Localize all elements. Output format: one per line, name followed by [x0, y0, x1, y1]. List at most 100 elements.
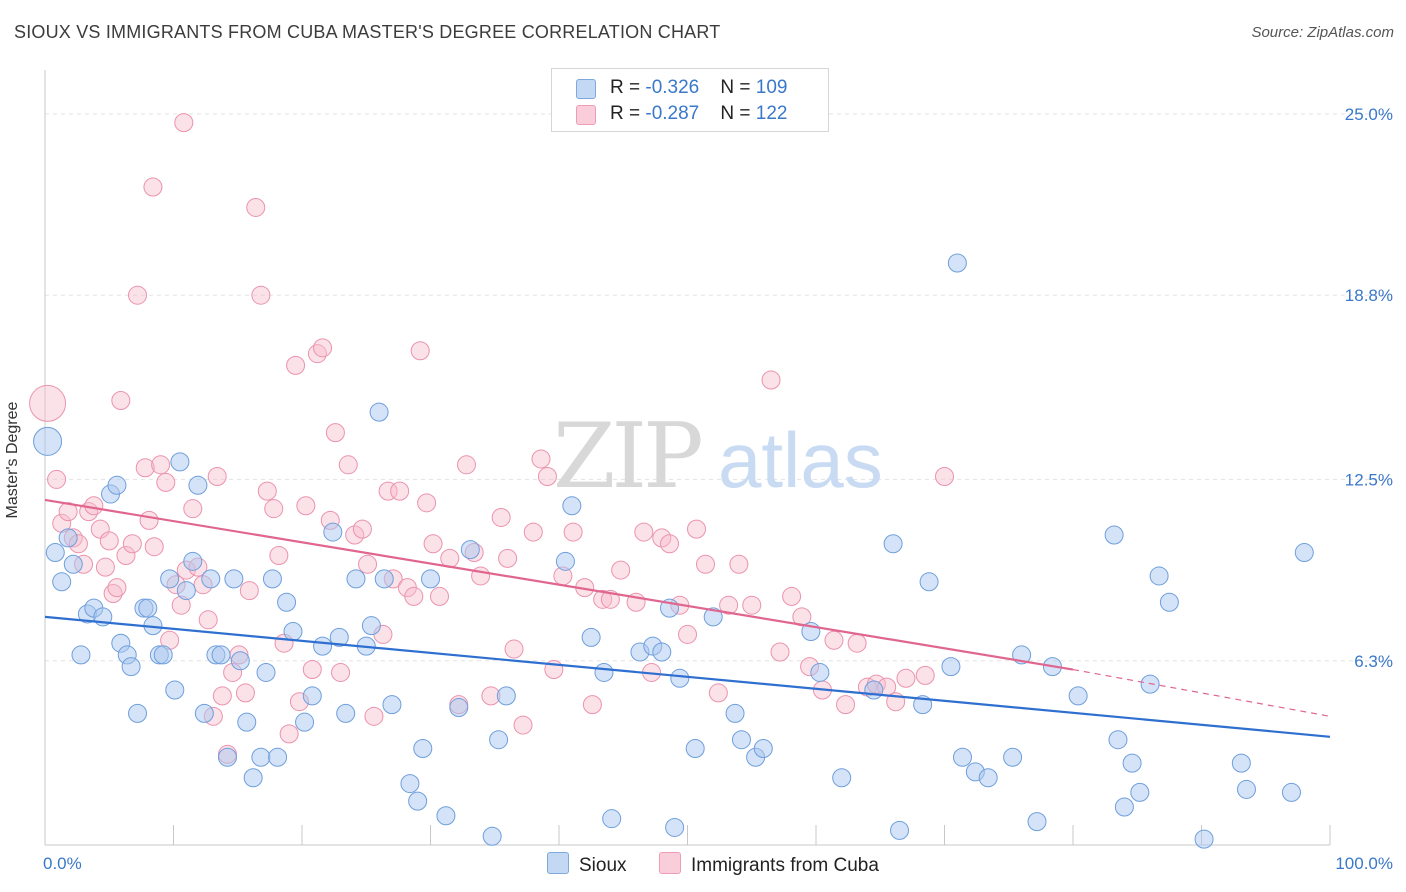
y-tick-label: 12.5%: [1345, 470, 1393, 489]
sioux-point: [336, 703, 356, 723]
sioux-point: [581, 627, 601, 647]
cuba-point: [634, 522, 654, 542]
watermark-zip: ZIP: [553, 404, 701, 509]
sioux-point: [224, 569, 244, 589]
sioux-point: [460, 540, 480, 560]
sioux-point: [685, 738, 705, 758]
sioux-point: [63, 554, 83, 574]
cuba-point: [423, 534, 443, 554]
sioux-point: [952, 747, 972, 767]
axes: [44, 70, 1331, 846]
sioux-point: [1231, 753, 1251, 773]
sioux-point: [670, 668, 690, 688]
cuba-point: [111, 390, 131, 410]
legend-r-value-cuba: -0.287: [645, 103, 700, 124]
cuba-point: [390, 481, 410, 501]
sioux-point: [731, 730, 751, 750]
cuba-point: [143, 177, 163, 197]
legend-r-label: R =: [610, 77, 646, 98]
sioux-point: [1236, 779, 1256, 799]
sioux-point: [256, 662, 276, 682]
sioux-point: [1194, 829, 1214, 849]
cuba-point: [729, 554, 749, 574]
sioux-point: [449, 698, 469, 718]
sioux-point: [1114, 797, 1134, 817]
sioux-point: [283, 622, 303, 642]
sioux-point: [413, 738, 433, 758]
bottom-legend-swatch-sioux: [547, 852, 569, 874]
cuba-point: [331, 662, 351, 682]
sioux-point: [1130, 782, 1150, 802]
series-sioux-points: [33, 253, 1314, 849]
cuba-point: [429, 586, 449, 606]
sioux-point: [138, 598, 158, 618]
sioux-point: [33, 426, 63, 456]
cuba-point: [456, 455, 476, 475]
sioux-point: [268, 747, 288, 767]
cuba-point: [358, 554, 378, 574]
sioux-point: [382, 695, 402, 715]
cuba-point: [695, 554, 715, 574]
sioux-point: [400, 774, 420, 794]
stats-legend: R = -0.326 N = 109 R = -0.287 N = 122: [551, 68, 829, 132]
cuba-point: [144, 537, 164, 557]
legend-n-label: N =: [720, 103, 756, 124]
cuba-point: [523, 522, 543, 542]
cuba-point: [246, 197, 266, 217]
y-tick-label: 25.0%: [1345, 105, 1393, 124]
cuba-point: [207, 467, 227, 487]
sioux-point: [230, 651, 250, 671]
y-tick-label: 18.8%: [1345, 286, 1393, 305]
sioux-point: [170, 452, 190, 472]
sioux-point: [652, 642, 672, 662]
sioux-point: [482, 826, 502, 846]
sioux-point: [1294, 543, 1314, 563]
x-tick-label-max: 100.0%: [1335, 854, 1393, 873]
sioux-point: [947, 253, 967, 273]
sioux-point: [1149, 566, 1169, 586]
sioux-point: [1068, 686, 1088, 706]
cuba-point: [95, 557, 115, 577]
sioux-point: [594, 662, 614, 682]
cuba-point: [761, 370, 781, 390]
cuba-point: [404, 586, 424, 606]
sioux-point: [941, 657, 961, 677]
sioux-point: [421, 569, 440, 589]
bottom-legend-cuba: Immigrants from Cuba: [659, 852, 879, 877]
cuba-point: [719, 595, 739, 615]
cuba-point: [352, 519, 372, 539]
legend-r-value-sioux: -0.326: [645, 77, 700, 98]
watermark-atlas: atlas: [718, 416, 883, 504]
cuba-point: [708, 683, 728, 703]
sioux-point: [496, 686, 516, 706]
sioux-point: [832, 768, 852, 788]
sioux-point: [58, 528, 78, 548]
sioux-point: [1108, 730, 1128, 750]
cuba-point: [915, 665, 935, 685]
sioux-point: [183, 551, 203, 571]
cuba-point: [345, 525, 365, 545]
sioux-point: [1159, 592, 1179, 612]
cuba-point: [563, 522, 583, 542]
sioux-point: [555, 551, 575, 571]
legend-swatch-sioux: [576, 79, 596, 99]
sioux-point: [217, 747, 237, 767]
sioux-point: [346, 569, 366, 589]
cuba-point: [611, 560, 631, 580]
legend-n-value-sioux: 109: [755, 77, 788, 98]
sioux-point: [1003, 747, 1023, 767]
cuba-point: [29, 384, 67, 422]
source-label: Source: ZipAtlas.com: [1251, 24, 1394, 41]
x-tick-label-min: 0.0%: [43, 854, 82, 873]
trend-line-cuba-extension: [1072, 668, 1331, 717]
sioux-point: [176, 581, 196, 601]
cuba-point: [313, 338, 333, 358]
sioux-point: [1281, 782, 1301, 802]
trend-line-sioux: [44, 615, 1331, 738]
sioux-point: [374, 569, 394, 589]
cuba-point: [593, 589, 613, 609]
sioux-point: [1122, 753, 1142, 773]
sioux-point: [165, 680, 185, 700]
cuba-point: [235, 683, 255, 703]
